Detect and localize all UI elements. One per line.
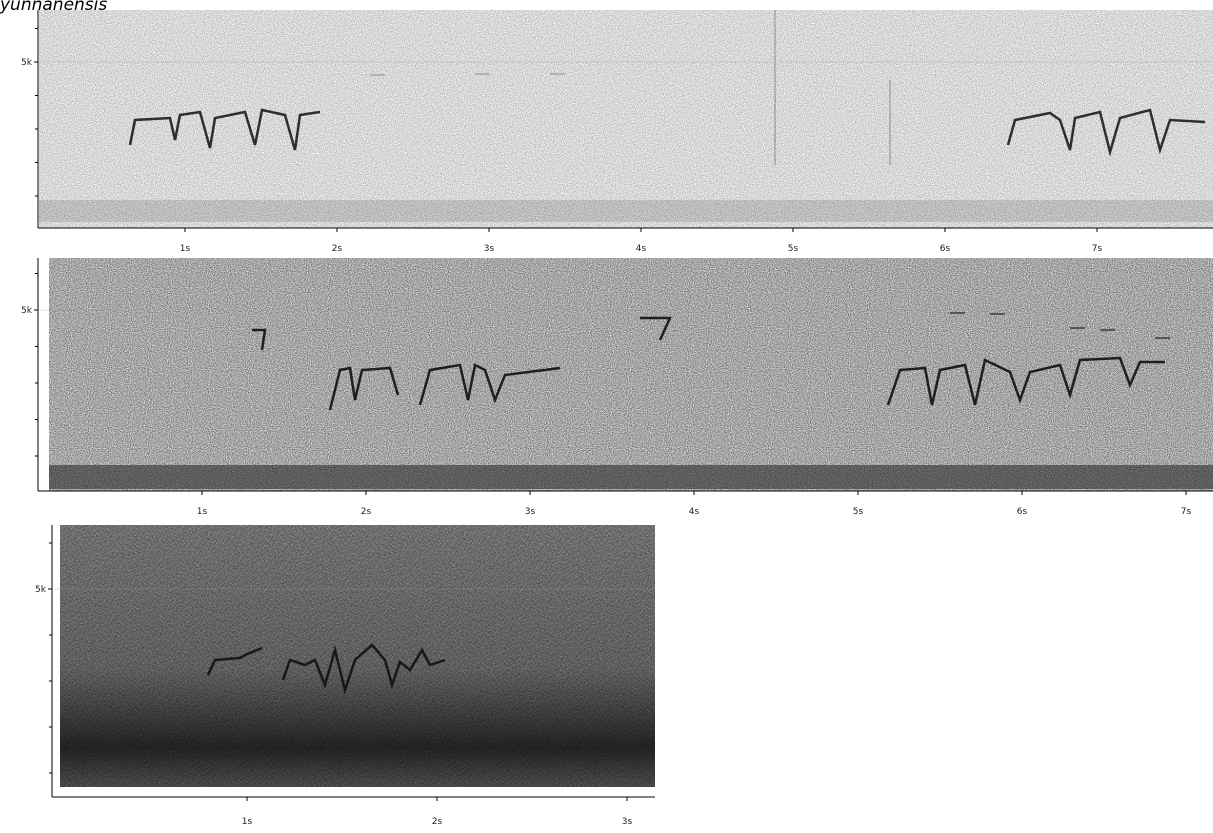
x-tick-label: 3s bbox=[525, 507, 536, 517]
x-tick-label: 1s bbox=[197, 507, 208, 517]
y-tick-label: 5k bbox=[21, 58, 33, 68]
spectrogram-2 bbox=[49, 258, 1213, 491]
x-tick-label: 2s bbox=[332, 244, 343, 254]
x-tick-label: 1s bbox=[242, 817, 253, 827]
x-tick-label: 3s bbox=[622, 817, 633, 827]
x-tick-label: 6s bbox=[940, 244, 951, 254]
x-tick-label: 7s bbox=[1181, 507, 1192, 517]
x-tick-label: 2s bbox=[432, 817, 443, 827]
x-tick-label: 1s bbox=[180, 244, 191, 254]
y-tick-label: 5k bbox=[35, 585, 47, 595]
spectrogram-1 bbox=[39, 10, 1213, 228]
axes: 5k 1s 2s 3s 4s 5s 6s 7s 5k 1s 2s 3s 4s 5s 6s 7s 5k 1s 2s 3s bbox=[21, 10, 1213, 827]
y-tick-label: 5k bbox=[21, 306, 33, 316]
x-tick-label: 6s bbox=[1017, 507, 1028, 517]
x-tick-label: 5s bbox=[853, 507, 864, 517]
x-tick-label: 2s bbox=[361, 507, 372, 517]
x-tick-label: 4s bbox=[689, 507, 700, 517]
x-tick-label: 4s bbox=[636, 244, 647, 254]
x-tick-label: 7s bbox=[1092, 244, 1103, 254]
spectrogram-3 bbox=[60, 525, 655, 787]
x-tick-label: 3s bbox=[484, 244, 495, 254]
x-tick-label: 5s bbox=[788, 244, 799, 254]
